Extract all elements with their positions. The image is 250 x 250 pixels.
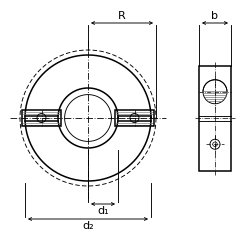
Text: d₂: d₂ [82, 221, 94, 231]
Bar [199, 66, 231, 170]
Text: b: b [212, 11, 218, 21]
Text: R: R [118, 11, 126, 21]
Text: d₁: d₁ [97, 206, 109, 216]
